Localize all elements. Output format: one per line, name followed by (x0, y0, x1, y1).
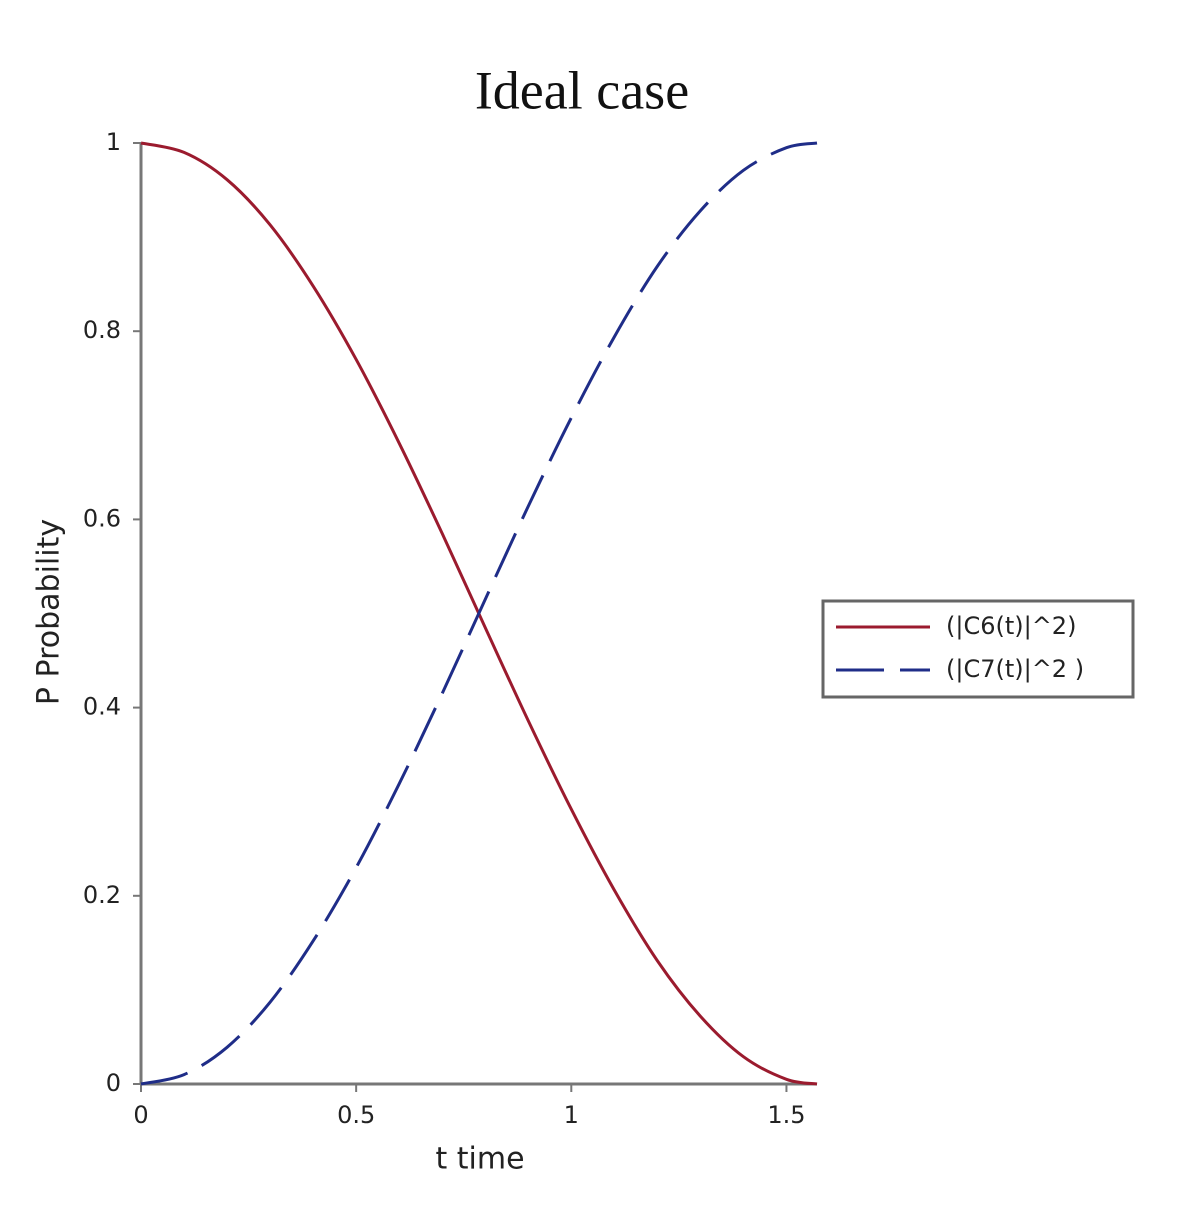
y-axis-title: P Probability (32, 519, 67, 705)
series-line (140, 141, 818, 1086)
x-axis-title: t time (435, 1142, 524, 1177)
y-tick-label: 0.8 (83, 316, 121, 344)
x-tick-label: 0 (133, 1101, 148, 1129)
legend-label: (|C6(t)|^2) (946, 612, 1076, 640)
legend-label: (|C7(t)|^2 ) (946, 655, 1084, 683)
y-tick-label: 0 (106, 1069, 121, 1097)
y-tick-label: 1 (106, 128, 121, 156)
y-tick-label: 0.4 (83, 693, 121, 721)
chart-title: Ideal case (475, 60, 689, 120)
x-tick-label: 1.5 (767, 1101, 805, 1129)
y-tick-label: 0.6 (83, 504, 121, 532)
y-tick-label: 0.2 (83, 881, 121, 909)
x-tick-label: 0.5 (337, 1101, 375, 1129)
legend (821, 599, 1135, 699)
x-tick-label: 1 (564, 1101, 579, 1129)
series-line (140, 141, 818, 1086)
